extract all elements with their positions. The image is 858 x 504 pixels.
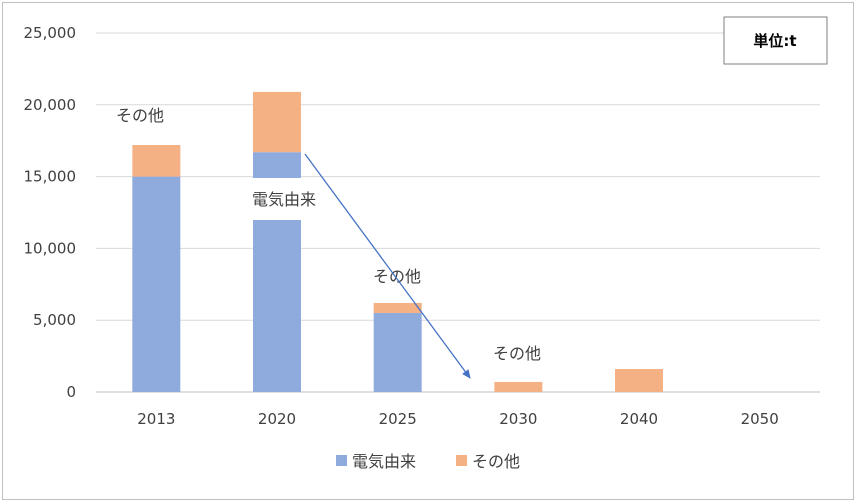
unit-box: 単位:t — [723, 16, 828, 65]
annotation-label: 電気由来 — [252, 190, 316, 209]
bar-other — [132, 145, 181, 177]
annotation-label: その他 — [493, 344, 541, 363]
gridlines — [96, 32, 820, 393]
x-tick-label: 2030 — [499, 410, 537, 428]
annotation-label: その他 — [116, 106, 164, 125]
unit-label: 単位:t — [753, 32, 796, 50]
bar-other — [615, 369, 663, 392]
bar-electric — [373, 313, 422, 392]
x-tick-label: 2025 — [379, 410, 417, 428]
annotation-box — [364, 255, 430, 297]
y-tick-label: 25,000 — [24, 24, 77, 42]
x-tick-label: 2020 — [258, 410, 296, 428]
annotation-box — [236, 178, 332, 220]
legend-label: その他 — [472, 452, 520, 471]
bar-electric — [132, 176, 181, 392]
x-tick-label: 2013 — [137, 410, 175, 428]
y-tick-label: 0 — [66, 383, 76, 401]
legend: 電気由来 その他 — [336, 452, 520, 471]
y-tick-label: 10,000 — [24, 239, 77, 257]
y-tick-label: 5,000 — [33, 311, 76, 329]
x-tick-label: 2040 — [620, 410, 658, 428]
legend-swatch — [336, 455, 347, 466]
legend-label: 電気由来 — [352, 452, 416, 471]
trend-arrow-line — [304, 153, 471, 379]
bar-other — [373, 302, 422, 314]
y-tick-label: 15,000 — [24, 168, 77, 186]
x-tick-label: 2050 — [741, 410, 779, 428]
y-axis-ticks: 0 5,000 10,000 15,000 20,000 25,000 — [24, 24, 77, 401]
legend-swatch — [456, 455, 467, 466]
y-tick-label: 20,000 — [24, 96, 77, 114]
x-axis-ticks: 2013 2020 2025 2030 2040 2050 — [137, 410, 779, 428]
trend-arrow — [304, 153, 471, 379]
bars — [132, 91, 663, 392]
bar-other — [253, 91, 301, 153]
annotation-label: その他 — [373, 267, 421, 286]
bar-other — [494, 381, 543, 392]
annotation-box — [484, 332, 550, 374]
